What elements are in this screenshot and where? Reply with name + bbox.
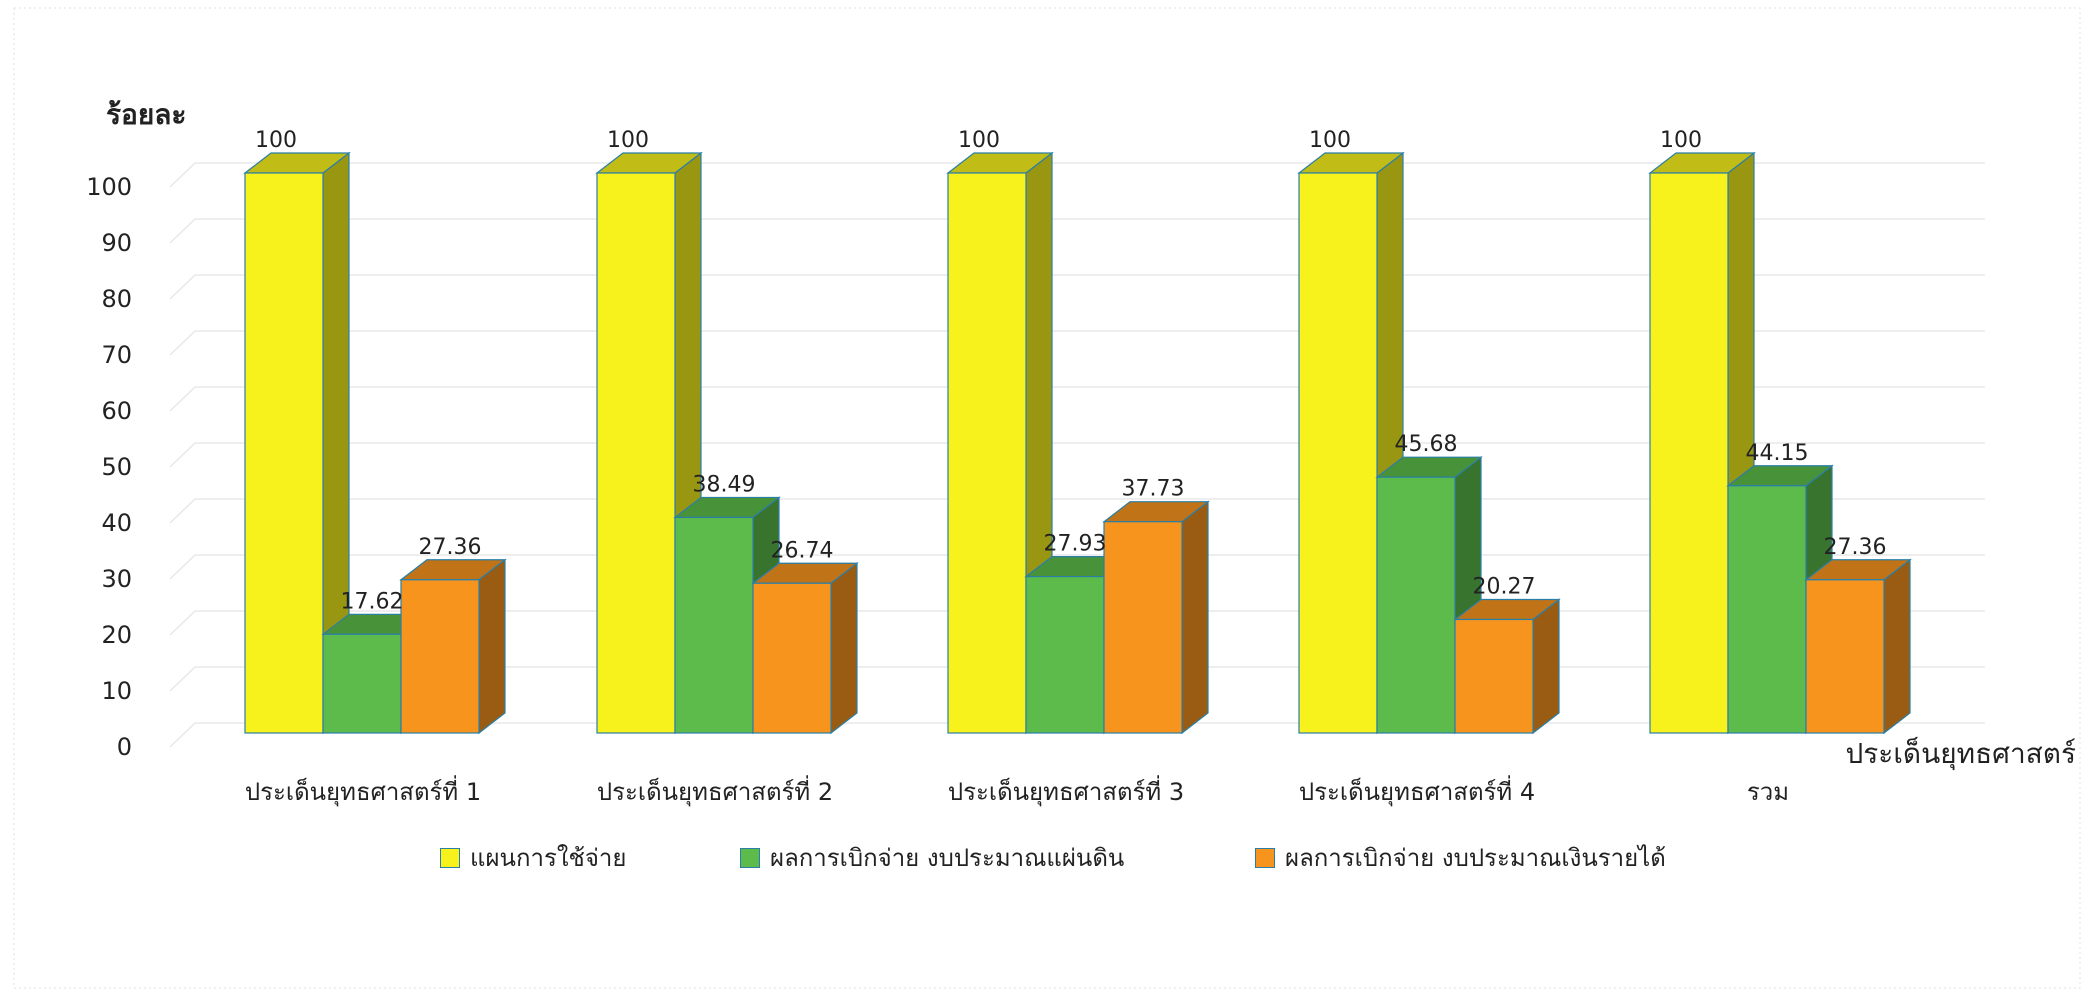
y-tick-label: 100 <box>86 173 132 201</box>
y-tick-label: 20 <box>101 621 132 649</box>
gridline-diag <box>169 610 196 636</box>
bar <box>1453 598 1561 735</box>
chart-frame <box>13 7 2081 989</box>
gridline-diag <box>169 722 196 748</box>
y-tick-label: 0 <box>117 733 132 761</box>
bar <box>595 151 703 735</box>
legend-item-income-budget: ผลการเบิกจ่าย งบประมาณเงินรายได้ <box>1255 838 1666 877</box>
y-tick-label: 60 <box>101 397 132 425</box>
data-label: 100 <box>255 128 297 153</box>
x-tick-label: ประเด็นยุทธศาสตร์ที่ 3 <box>948 775 1184 807</box>
data-label: 17.62 <box>341 589 404 614</box>
data-label: 100 <box>1660 128 1702 153</box>
data-label: 20.27 <box>1473 574 1536 599</box>
y-tick-label: 50 <box>101 453 132 481</box>
gridline-diag <box>169 666 196 692</box>
gridline-diag <box>169 386 196 412</box>
data-label: 38.49 <box>693 472 756 497</box>
data-label: 37.73 <box>1122 477 1185 502</box>
legend-swatch-income-budget <box>1255 847 1275 868</box>
y-tick-label: 40 <box>101 509 132 537</box>
data-label: 100 <box>1309 128 1351 153</box>
y-tick-label: 90 <box>101 229 132 257</box>
data-label: 45.68 <box>1395 432 1458 457</box>
y-tick-label: 10 <box>101 677 132 705</box>
legend: แผนการใช้จ่าย ผลการเบิกจ่าย งบประมาณแผ่น… <box>440 838 1666 877</box>
x-axis-title: ประเด็นยุทธศาสตร์ <box>1845 736 2076 771</box>
gridline-diag <box>169 162 196 188</box>
data-label: 27.36 <box>1824 535 1887 560</box>
y-tick-label: 80 <box>101 285 132 313</box>
gridline-diag <box>169 554 196 580</box>
x-axis: ประเด็นยุทธศาสตร์ที่ 1 ประเด็นยุทธศาสตร์ท… <box>245 775 1789 807</box>
bar <box>1804 558 1912 735</box>
data-label: 100 <box>607 128 649 153</box>
legend-swatch-state-budget <box>740 847 760 868</box>
y-axis-title: ร้อยละ <box>106 98 186 131</box>
bar <box>1102 500 1210 735</box>
legend-label-plan: แผนการใช้จ่าย <box>470 844 627 872</box>
y-tick-label: 70 <box>101 341 132 369</box>
bar <box>399 558 507 735</box>
legend-label-income-budget: ผลการเบิกจ่าย งบประมาณเงินรายได้ <box>1285 844 1666 872</box>
gridline-diag <box>169 498 196 524</box>
gridline-diag <box>169 330 196 356</box>
legend-item-plan: แผนการใช้จ่าย <box>440 838 740 877</box>
data-label: 44.15 <box>1746 441 1809 466</box>
data-label: 27.36 <box>419 535 482 560</box>
legend-item-state-budget: ผลการเบิกจ่าย งบประมาณแผ่นดิน <box>740 838 1255 877</box>
gridline-diag <box>169 442 196 468</box>
legend-label-state-budget: ผลการเบิกจ่าย งบประมาณแผ่นดิน <box>770 844 1125 872</box>
data-label: 26.74 <box>771 538 834 563</box>
y-axis: 0 10 20 30 40 50 60 70 80 90 100 <box>86 173 132 761</box>
x-tick-label: ประเด็นยุทธศาสตร์ที่ 4 <box>1299 775 1535 807</box>
legend-swatch-plan <box>440 847 460 868</box>
bar <box>243 151 351 735</box>
gridline-diag <box>169 218 196 244</box>
data-label: 100 <box>958 128 1000 153</box>
bars <box>243 151 1912 735</box>
x-tick-label: ประเด็นยุทธศาสตร์ที่ 1 <box>245 775 481 807</box>
data-label: 27.93 <box>1044 532 1107 557</box>
y-tick-label: 30 <box>101 565 132 593</box>
x-tick-label: รวม <box>1747 778 1789 806</box>
bar <box>1648 151 1756 735</box>
data-labels: 100 17.62 27.36 100 38.49 26.74 100 27.93 37.73 1… <box>255 128 1886 614</box>
x-tick-label: ประเด็นยุทธศาสตร์ที่ 2 <box>597 775 833 807</box>
bar <box>751 562 859 735</box>
gridline-diag <box>169 274 196 300</box>
